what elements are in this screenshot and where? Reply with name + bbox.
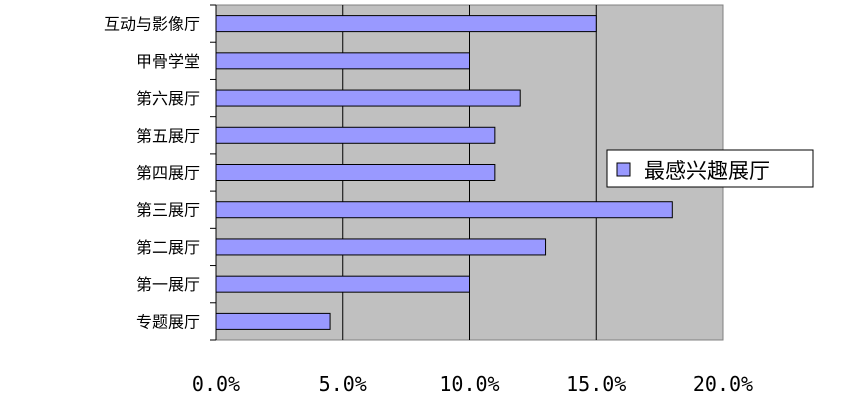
legend-box [606,149,814,188]
value-tick-labels: 0.0% 5.0% 10.0% 15.0% 20.0% [192,372,753,396]
tick-label: 0.0% [192,372,240,396]
tick-label: 15.0% [566,372,626,396]
legend-label: 最感兴趣展厅 [644,159,770,183]
category-label: 甲骨学堂 [136,52,200,71]
bars [215,15,673,330]
category-label: 互动与影像厅 [104,15,200,34]
tick-label: 5.0% [319,372,367,396]
category-label: 第六展厅 [136,89,200,108]
bar [215,52,470,70]
legend: 最感兴趣展厅 [606,149,814,188]
bar [215,15,597,33]
bar [215,312,331,330]
category-label: 第三展厅 [136,201,200,220]
bar [215,126,496,144]
bar [215,275,470,293]
category-axis [210,4,217,341]
category-label: 第四展厅 [136,164,200,183]
tick-label: 10.0% [439,372,499,396]
category-label: 第二展厅 [136,238,200,257]
legend-swatch [616,162,631,177]
bar [215,164,496,181]
category-label: 第一展厅 [136,275,200,294]
bar [215,238,547,256]
bar [215,89,521,107]
category-label: 专题展厅 [136,312,200,331]
bar [215,201,673,219]
tick-label: 20.0% [693,372,753,396]
category-label: 第五展厅 [136,126,200,145]
